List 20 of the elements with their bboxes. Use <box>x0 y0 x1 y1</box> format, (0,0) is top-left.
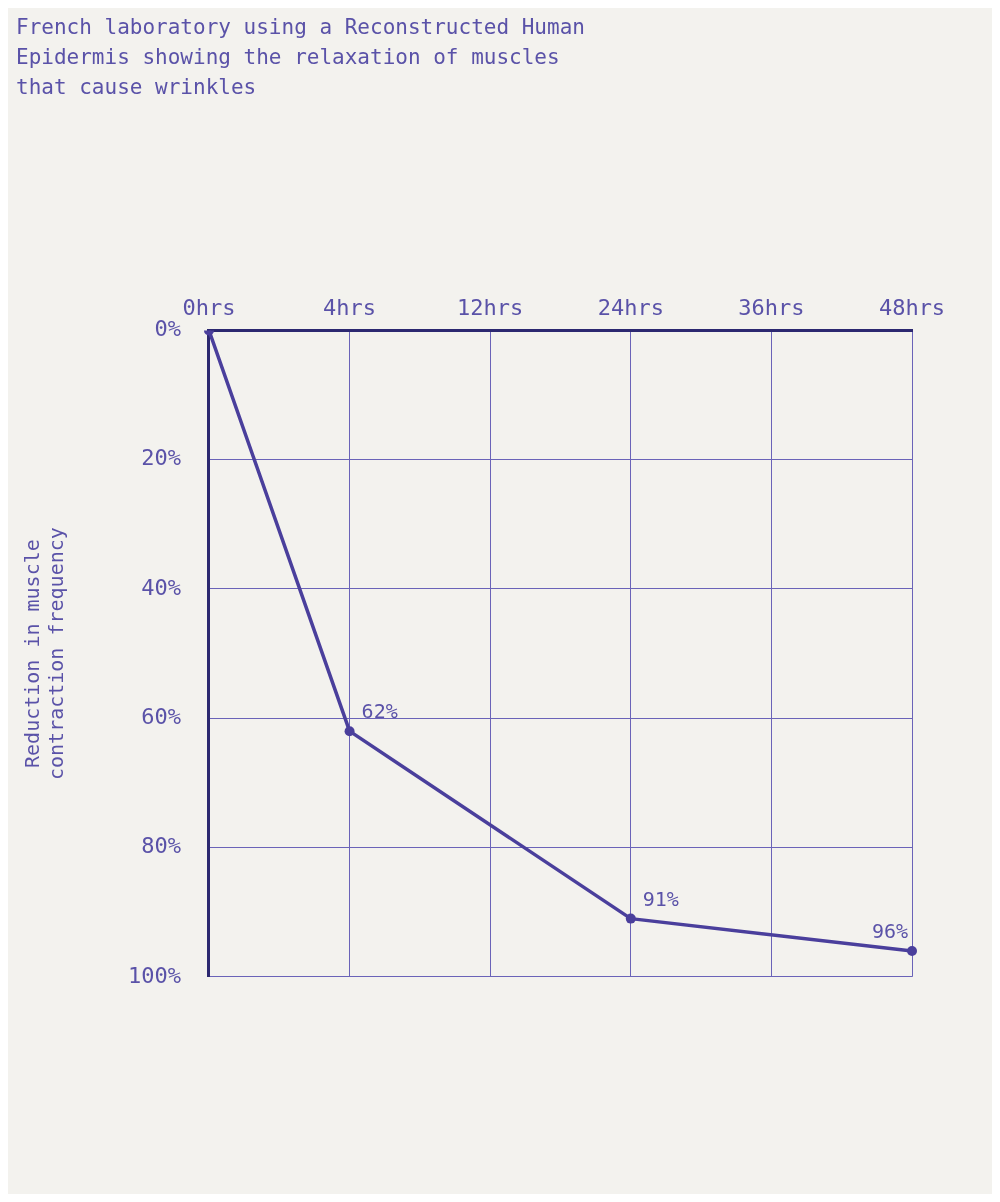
y-axis-title: Reduction in muscle contraction frequency <box>20 527 69 781</box>
x-tick-label: 36hrs <box>738 294 805 320</box>
point <box>344 726 355 737</box>
x-tick-label: 48hrs <box>878 294 946 320</box>
data-label: 96% <box>871 919 908 944</box>
x-tick-label: 12hrs <box>457 294 524 320</box>
y-tick-label: 40% <box>141 574 181 600</box>
point <box>907 945 917 956</box>
y-tick-label: 60% <box>141 703 181 729</box>
point <box>625 913 636 924</box>
y-tick-label: 100% <box>128 962 181 988</box>
y-tick-label: 20% <box>141 445 181 471</box>
x-tick-label: 24hrs <box>597 294 664 320</box>
y-tick-label: 80% <box>141 833 181 859</box>
data-label: 91% <box>642 886 679 911</box>
data-label: 62% <box>361 699 398 724</box>
x-tick-label: 0hrs <box>182 294 236 320</box>
chart-subtitle: French laboratory using a Reconstructed Human Epidermis showing the relaxation of muscles that cause wrinkles <box>15 14 586 101</box>
x-tick-label: 4hrs <box>323 294 377 320</box>
y-tick-label: 0% <box>154 316 181 342</box>
